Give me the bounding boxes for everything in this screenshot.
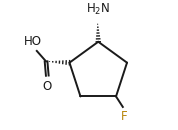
Text: O: O: [43, 80, 52, 93]
Text: $\mathrm{H_2N}$: $\mathrm{H_2N}$: [86, 2, 110, 17]
Text: HO: HO: [24, 35, 42, 48]
Text: F: F: [121, 110, 128, 123]
